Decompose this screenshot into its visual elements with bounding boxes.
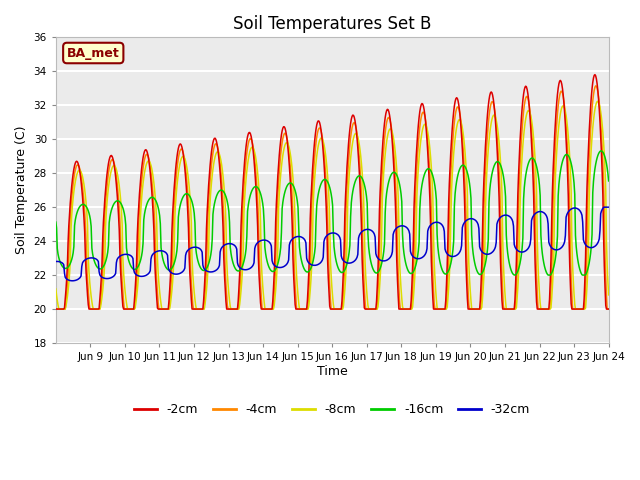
X-axis label: Time: Time: [317, 365, 348, 378]
Text: BA_met: BA_met: [67, 47, 120, 60]
Y-axis label: Soil Temperature (C): Soil Temperature (C): [15, 126, 28, 254]
Title: Soil Temperatures Set B: Soil Temperatures Set B: [233, 15, 431, 33]
Legend: -2cm, -4cm, -8cm, -16cm, -32cm: -2cm, -4cm, -8cm, -16cm, -32cm: [129, 398, 535, 421]
